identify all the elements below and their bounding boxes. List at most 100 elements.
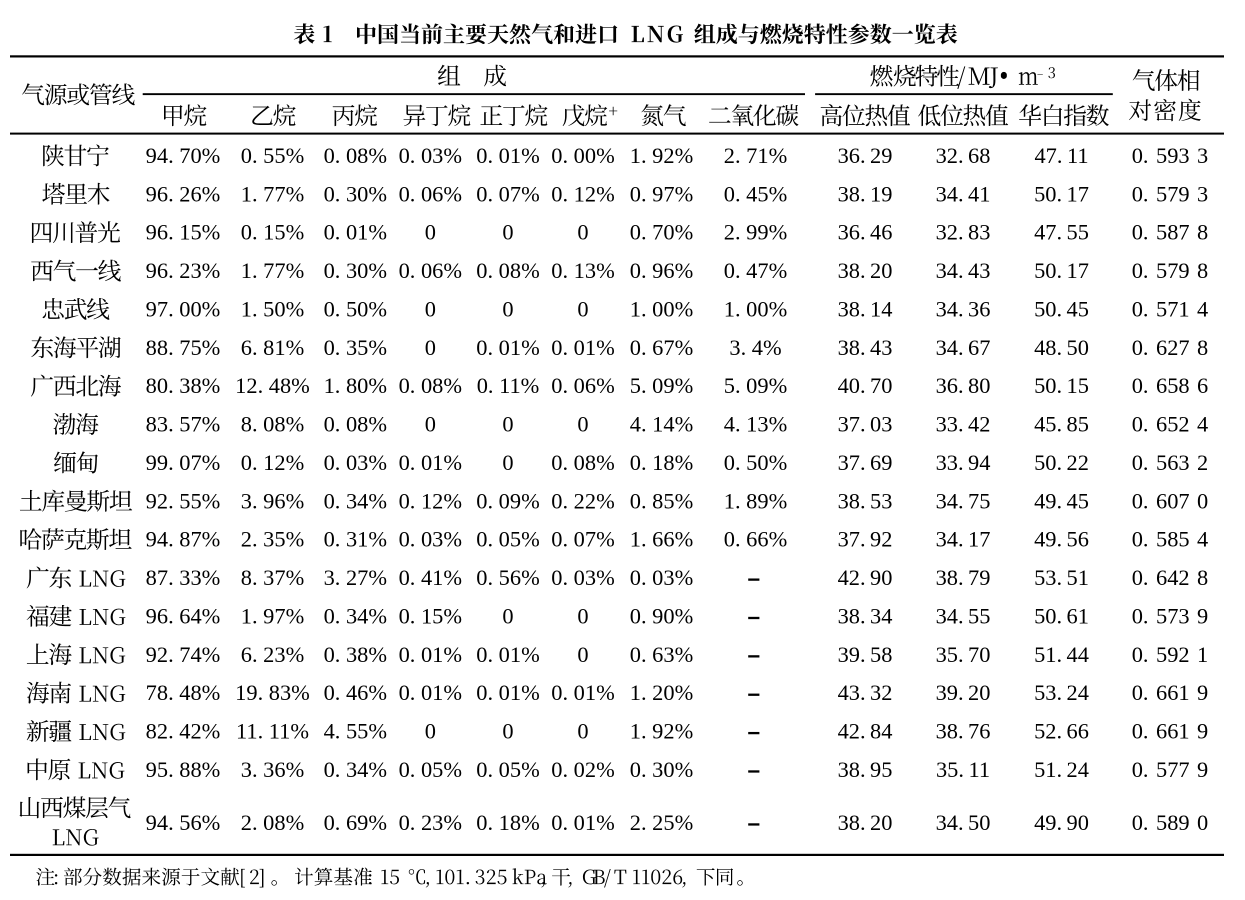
svg-text:51. 24: 51. 24	[1034, 757, 1089, 782]
svg-text:3. 36%: 3. 36%	[241, 757, 304, 782]
svg-text:0. 45%: 0. 45%	[724, 181, 787, 206]
svg-text:0. 642 8: 0. 642 8	[1132, 565, 1209, 590]
svg-text:0. 627 8: 0. 627 8	[1132, 335, 1209, 360]
svg-text:4. 55%: 4. 55%	[324, 719, 387, 744]
svg-text:0. 50%: 0. 50%	[724, 450, 787, 475]
svg-text:0. 38%: 0. 38%	[324, 642, 387, 667]
svg-text:39. 58: 39. 58	[838, 642, 893, 667]
svg-text:96. 64%: 96. 64%	[146, 603, 221, 628]
svg-text:0. 592 1: 0. 592 1	[1132, 642, 1209, 667]
svg-text:11. 11%: 11. 11%	[236, 719, 309, 744]
svg-text:1. 97%: 1. 97%	[241, 603, 304, 628]
svg-text:96. 15%: 96. 15%	[146, 220, 221, 245]
svg-text:38. 34: 38. 34	[838, 603, 893, 628]
svg-text:0. 587 8: 0. 587 8	[1132, 220, 1209, 245]
svg-text:92. 55%: 92. 55%	[146, 488, 221, 513]
svg-text:0. 06%: 0. 06%	[551, 373, 614, 398]
svg-text:49. 90: 49. 90	[1034, 810, 1089, 835]
svg-text:0. 593 3: 0. 593 3	[1132, 143, 1209, 168]
svg-text:0: 0	[502, 412, 513, 437]
svg-text:0. 01%: 0. 01%	[476, 143, 539, 168]
svg-text:19. 83%: 19. 83%	[235, 680, 310, 705]
svg-text:83. 57%: 83. 57%	[146, 412, 221, 437]
svg-text:0. 571 4: 0. 571 4	[1132, 297, 1209, 322]
svg-text:1. 80%: 1. 80%	[324, 373, 387, 398]
svg-text:2. 08%: 2. 08%	[241, 810, 304, 835]
svg-text:0. 11%: 0. 11%	[477, 373, 540, 398]
svg-text:0: 0	[577, 642, 588, 667]
svg-text:38. 79: 38. 79	[936, 565, 991, 590]
svg-text:4. 13%: 4. 13%	[724, 412, 787, 437]
svg-text:0. 34%: 0. 34%	[324, 488, 387, 513]
svg-text:39. 20: 39. 20	[936, 680, 991, 705]
svg-text:0. 03%: 0. 03%	[324, 450, 387, 475]
svg-text:47. 11: 47. 11	[1034, 143, 1088, 168]
svg-text:0. 23%: 0. 23%	[399, 810, 462, 835]
svg-text:49. 45: 49. 45	[1034, 488, 1089, 513]
svg-text:0. 563 2: 0. 563 2	[1132, 450, 1209, 475]
svg-text:0: 0	[502, 220, 513, 245]
svg-text:0. 661 9: 0. 661 9	[1132, 680, 1209, 705]
svg-text:78. 48%: 78. 48%	[146, 680, 221, 705]
svg-text:38. 20: 38. 20	[838, 258, 893, 283]
svg-text:36. 46: 36. 46	[838, 220, 893, 245]
svg-text:0. 85%: 0. 85%	[630, 488, 693, 513]
svg-text:0. 08%: 0. 08%	[324, 143, 387, 168]
svg-text:1. 20%: 1. 20%	[630, 680, 693, 705]
svg-text:0. 41%: 0. 41%	[399, 565, 462, 590]
svg-text:99. 07%: 99. 07%	[146, 450, 221, 475]
svg-text:0. 70%: 0. 70%	[630, 220, 693, 245]
svg-text:0: 0	[502, 450, 513, 475]
svg-text:94. 56%: 94. 56%	[146, 810, 221, 835]
svg-text:8. 37%: 8. 37%	[241, 565, 304, 590]
svg-text:0. 30%: 0. 30%	[324, 181, 387, 206]
svg-text:0. 02%: 0. 02%	[551, 757, 614, 782]
svg-text:50. 45: 50. 45	[1034, 297, 1089, 322]
svg-text:1. 00%: 1. 00%	[724, 297, 787, 322]
svg-text:0. 05%: 0. 05%	[476, 757, 539, 782]
svg-text:0. 03%: 0. 03%	[399, 143, 462, 168]
svg-text:0. 09%: 0. 09%	[476, 488, 539, 513]
svg-text:0. 12%: 0. 12%	[551, 181, 614, 206]
svg-text:0. 08%: 0. 08%	[324, 412, 387, 437]
svg-text:0. 658 6: 0. 658 6	[1132, 373, 1209, 398]
svg-text:34. 43: 34. 43	[936, 258, 991, 283]
svg-text:0. 07%: 0. 07%	[551, 527, 614, 552]
svg-text:0. 34%: 0. 34%	[324, 757, 387, 782]
svg-text:4. 14%: 4. 14%	[630, 412, 693, 437]
svg-text:0: 0	[502, 603, 513, 628]
svg-text:37. 69: 37. 69	[838, 450, 893, 475]
svg-text:0. 03%: 0. 03%	[551, 565, 614, 590]
svg-text:0. 96%: 0. 96%	[630, 258, 693, 283]
svg-text:38. 20: 38. 20	[838, 810, 893, 835]
svg-text:0. 07%: 0. 07%	[476, 181, 539, 206]
svg-text:0. 30%: 0. 30%	[324, 258, 387, 283]
svg-text:0: 0	[425, 220, 436, 245]
svg-text:0. 18%: 0. 18%	[476, 810, 539, 835]
svg-text:0. 46%: 0. 46%	[324, 680, 387, 705]
svg-text:1. 92%: 1. 92%	[630, 143, 693, 168]
svg-text:5. 09%: 5. 09%	[724, 373, 787, 398]
svg-text:0. 05%: 0. 05%	[476, 527, 539, 552]
svg-text:50. 17: 50. 17	[1034, 258, 1089, 283]
svg-text:1. 50%: 1. 50%	[241, 297, 304, 322]
svg-text:0. 12%: 0. 12%	[241, 450, 304, 475]
svg-text:0. 01%: 0. 01%	[551, 680, 614, 705]
svg-text:0. 573 9: 0. 573 9	[1132, 603, 1209, 628]
svg-text:0. 66%: 0. 66%	[724, 527, 787, 552]
svg-text:0. 97%: 0. 97%	[630, 181, 693, 206]
svg-text:0. 585 4: 0. 585 4	[1132, 527, 1209, 552]
svg-text:0. 34%: 0. 34%	[324, 603, 387, 628]
svg-text:48. 50: 48. 50	[1034, 335, 1089, 360]
svg-text:34. 55: 34. 55	[936, 603, 991, 628]
svg-text:35. 11: 35. 11	[936, 757, 990, 782]
svg-text:38. 53: 38. 53	[838, 488, 893, 513]
svg-text:0. 08%: 0. 08%	[399, 373, 462, 398]
svg-text:42. 84: 42. 84	[838, 719, 893, 744]
svg-text:0. 35%: 0. 35%	[324, 335, 387, 360]
svg-text:0. 06%: 0. 06%	[399, 181, 462, 206]
svg-text:0. 08%: 0. 08%	[551, 450, 614, 475]
svg-text:36. 80: 36. 80	[936, 373, 991, 398]
svg-text:0. 661 9: 0. 661 9	[1132, 719, 1209, 744]
svg-text:50. 17: 50. 17	[1034, 181, 1089, 206]
